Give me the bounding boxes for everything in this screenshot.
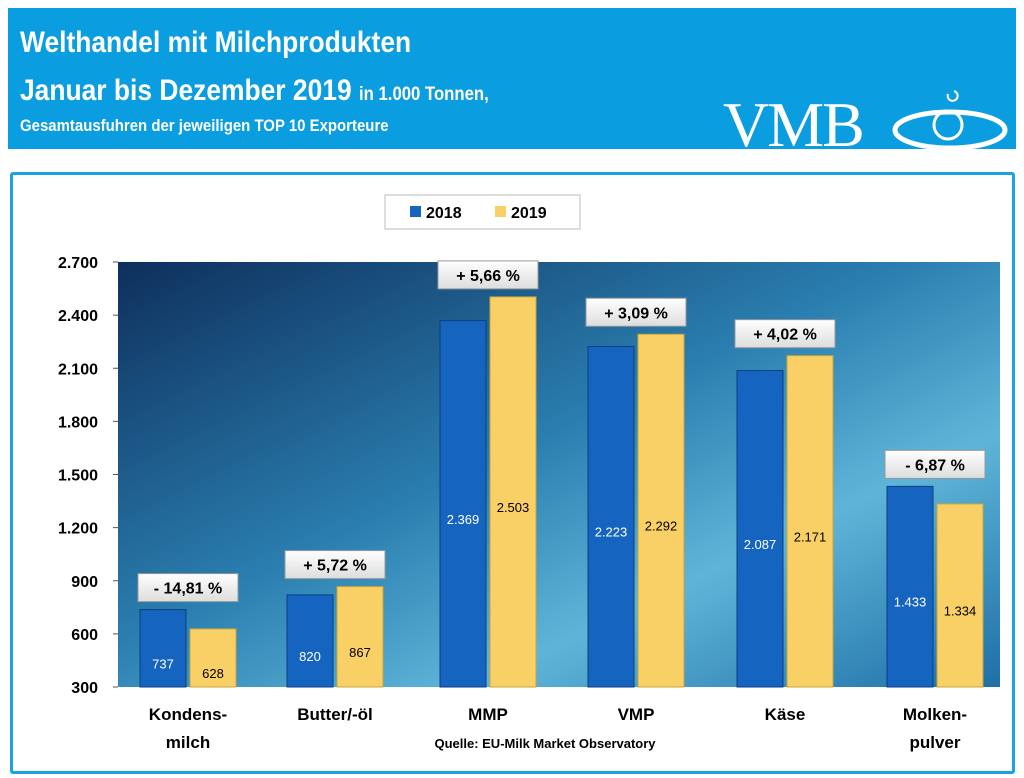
change-label-box bbox=[585, 297, 687, 327]
source-note: Quelle: EU-Milk Market Observatory bbox=[434, 736, 656, 751]
subtitle-unit: in 1.000 Tonnen, bbox=[358, 84, 489, 105]
bar-2018 bbox=[439, 320, 487, 688]
bar-2019 bbox=[189, 628, 237, 688]
bar-2018 bbox=[286, 594, 334, 688]
y-tick-label: 1.800 bbox=[58, 414, 98, 431]
category-label: Butter/-öl bbox=[297, 705, 373, 724]
change-label-box bbox=[284, 550, 386, 580]
category-label: MMP bbox=[468, 705, 508, 724]
bar-2019 bbox=[637, 333, 685, 688]
legend-label: 2018 bbox=[426, 205, 462, 222]
change-label-box bbox=[437, 260, 539, 290]
bar-2018 bbox=[886, 485, 934, 688]
category-label: pulver bbox=[909, 733, 960, 752]
category-label: VMP bbox=[618, 705, 655, 724]
change-label: - 6,87 % bbox=[905, 457, 965, 474]
chart-frame bbox=[10, 172, 1015, 774]
data-label: 628 bbox=[202, 666, 224, 681]
subtitle-main: Januar bis Dezember 2019 bbox=[20, 74, 352, 107]
y-tick-label: 2.400 bbox=[58, 308, 98, 325]
change-label: + 3,09 % bbox=[604, 305, 668, 322]
change-label-box bbox=[884, 449, 986, 479]
bar-2019 bbox=[786, 355, 834, 688]
header-banner: Welthandel mit Milchprodukten Januar bis… bbox=[8, 8, 1016, 160]
data-label: 820 bbox=[299, 649, 321, 664]
category-label: Käse bbox=[765, 705, 806, 724]
category-label: Kondens- bbox=[149, 705, 227, 724]
data-label: 2.171 bbox=[794, 529, 827, 544]
data-label: 2.087 bbox=[744, 537, 777, 552]
data-label: 1.433 bbox=[894, 595, 927, 610]
legend-label: 2019 bbox=[511, 205, 547, 222]
data-label: 867 bbox=[349, 645, 371, 660]
change-label: - 14,81 % bbox=[154, 581, 222, 598]
y-tick-label: 900 bbox=[71, 574, 98, 591]
change-label-box bbox=[734, 319, 836, 349]
data-label: 737 bbox=[152, 656, 174, 671]
y-tick-label: 600 bbox=[71, 627, 98, 644]
bar-2019 bbox=[936, 503, 984, 688]
change-label: + 5,72 % bbox=[303, 558, 367, 575]
change-label: + 5,66 % bbox=[456, 268, 520, 285]
logo-swoosh-icon bbox=[892, 90, 1008, 151]
bar-2018 bbox=[736, 370, 784, 688]
plot-background bbox=[118, 262, 1000, 687]
data-label: 2.503 bbox=[497, 500, 530, 515]
y-tick-label: 1.500 bbox=[58, 468, 98, 485]
bar-2018 bbox=[587, 345, 635, 688]
y-tick-label: 2.700 bbox=[58, 255, 98, 272]
category-label: Molken- bbox=[903, 705, 967, 724]
subtitle-2: Gesamtausfuhren der jeweiligen TOP 10 Ex… bbox=[20, 116, 389, 135]
data-label: 2.223 bbox=[595, 525, 628, 540]
title: Welthandel mit Milchprodukten bbox=[20, 26, 412, 59]
legend-swatch bbox=[495, 206, 506, 217]
vmb-logo: VMB bbox=[723, 89, 865, 160]
y-tick-label: 300 bbox=[71, 680, 98, 697]
data-label: 2.292 bbox=[645, 519, 678, 534]
data-label: 1.334 bbox=[944, 603, 977, 618]
bar-2019 bbox=[489, 296, 537, 688]
change-label-box bbox=[137, 573, 239, 603]
legend-swatch bbox=[410, 206, 421, 217]
bar-2018 bbox=[139, 609, 187, 688]
category-label: milch bbox=[166, 733, 210, 752]
y-tick-label: 2.100 bbox=[58, 361, 98, 378]
change-label: + 4,02 % bbox=[753, 327, 817, 344]
bar-2019 bbox=[336, 586, 384, 688]
data-label: 2.369 bbox=[447, 512, 480, 527]
y-tick-label: 1.200 bbox=[58, 521, 98, 538]
subtitle: Januar bis Dezember 2019 in 1.000 Tonnen… bbox=[20, 74, 489, 108]
